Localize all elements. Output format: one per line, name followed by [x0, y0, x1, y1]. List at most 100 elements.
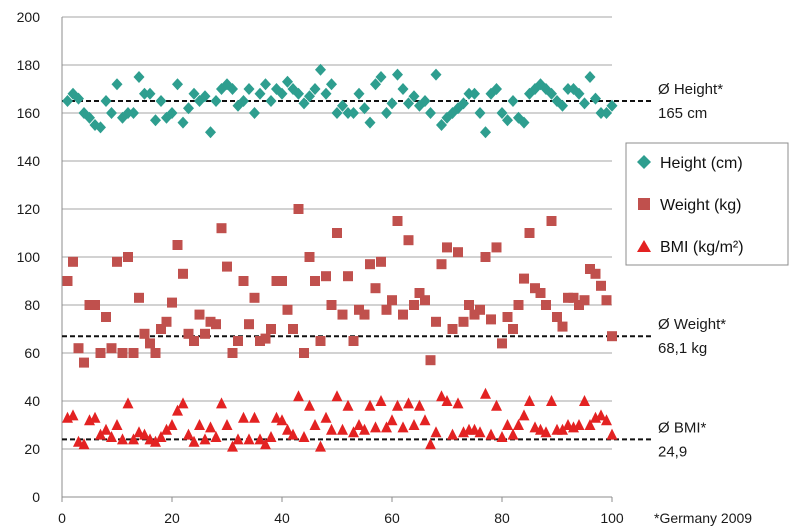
data-point-bmi	[441, 395, 453, 406]
data-point-height	[375, 71, 387, 83]
data-point-weight	[425, 355, 436, 366]
data-point-height	[326, 78, 337, 91]
data-point-bmi	[249, 411, 260, 423]
data-point-weight	[68, 256, 78, 267]
data-point-height	[348, 107, 359, 119]
data-point-height	[106, 107, 117, 119]
data-point-height	[507, 95, 519, 107]
legend-label-bmi: BMI (kg/m²)	[660, 239, 744, 256]
data-point-weight	[574, 300, 584, 310]
data-point-weight	[513, 300, 524, 310]
data-point-weight	[601, 295, 612, 306]
data-point-weight	[95, 348, 106, 358]
data-point-weight	[293, 204, 304, 214]
data-point-bmi	[298, 431, 310, 442]
data-point-bmi	[513, 419, 524, 430]
data-point-height	[430, 68, 442, 81]
data-point-height	[320, 87, 332, 100]
data-point-bmi	[601, 414, 612, 426]
data-point-weight	[469, 309, 480, 320]
data-point-height	[62, 95, 73, 107]
data-point-weight	[546, 216, 557, 226]
x-tick-label: 40	[274, 510, 290, 526]
data-point-weight	[84, 300, 95, 310]
data-point-bmi	[370, 421, 381, 433]
data-point-height	[436, 119, 447, 131]
data-point-weight	[398, 309, 408, 320]
data-points	[62, 63, 618, 452]
x-tick-label: 0	[58, 510, 66, 526]
data-point-weight	[596, 280, 606, 291]
data-point-weight	[172, 240, 183, 250]
reference-value-label: 165 cm	[658, 105, 707, 122]
data-point-height	[144, 87, 156, 100]
y-tick-label: 0	[32, 489, 40, 505]
footnote: *Germany 2009	[654, 510, 752, 526]
data-point-bmi	[265, 431, 277, 442]
data-point-height	[408, 90, 420, 103]
data-point-weight	[321, 271, 331, 282]
data-point-weight	[568, 292, 579, 303]
data-point-bmi	[166, 419, 178, 430]
data-point-height	[480, 126, 491, 139]
data-point-height	[172, 78, 183, 91]
data-point-weight	[557, 321, 568, 332]
data-point-height	[73, 92, 84, 105]
data-point-weight	[200, 328, 210, 339]
data-point-weight	[79, 357, 89, 368]
y-tick-label: 60	[24, 345, 40, 361]
x-tick-label: 20	[164, 510, 180, 526]
data-point-weight	[62, 276, 73, 286]
data-point-weight	[530, 283, 540, 294]
data-point-weight	[216, 223, 227, 234]
data-point-weight	[260, 333, 271, 344]
data-point-bmi	[177, 397, 189, 409]
y-tick-label: 100	[17, 249, 41, 265]
data-point-height	[502, 114, 513, 127]
data-point-height	[579, 97, 590, 110]
data-point-height	[84, 111, 95, 124]
data-point-height	[227, 83, 238, 95]
data-point-bmi	[315, 440, 326, 452]
data-point-bmi	[227, 440, 238, 452]
data-point-bmi	[579, 395, 590, 406]
data-point-weight	[101, 312, 111, 322]
data-point-bmi	[364, 399, 376, 411]
data-point-height	[276, 87, 288, 100]
data-point-weight	[431, 316, 441, 327]
data-point-bmi	[518, 409, 530, 421]
data-point-height	[386, 97, 398, 110]
data-point-bmi	[238, 411, 249, 423]
data-point-height	[128, 107, 139, 119]
data-point-weight	[299, 348, 309, 358]
data-point-bmi	[172, 404, 183, 416]
y-tick-label: 120	[17, 201, 41, 217]
reference-lines: Ø Height* 165 cm Ø Weight* 68,1 kg Ø BMI* 24,…	[62, 81, 726, 460]
data-point-bmi	[397, 421, 409, 433]
data-point-weight	[579, 295, 590, 306]
data-point-weight	[442, 242, 452, 253]
data-point-weight	[508, 324, 518, 334]
data-point-weight	[156, 324, 166, 334]
data-point-weight	[381, 304, 392, 315]
data-point-height	[584, 71, 596, 83]
data-point-bmi	[260, 438, 271, 450]
data-point-height	[359, 102, 370, 115]
data-point-height	[298, 97, 310, 110]
data-point-weight	[365, 259, 375, 270]
data-point-height	[133, 71, 145, 83]
data-point-height	[282, 75, 293, 88]
data-point-weight	[266, 324, 276, 334]
data-point-weight	[436, 259, 447, 270]
data-point-bmi	[326, 423, 337, 435]
data-point-height	[150, 114, 161, 127]
data-point-height	[419, 95, 431, 107]
data-point-height	[260, 78, 271, 91]
data-point-height	[469, 87, 480, 100]
data-point-weight	[403, 235, 414, 246]
data-point-bmi	[485, 428, 497, 440]
data-point-weight	[447, 324, 458, 334]
data-point-weight	[486, 314, 496, 325]
data-point-bmi	[199, 433, 211, 445]
